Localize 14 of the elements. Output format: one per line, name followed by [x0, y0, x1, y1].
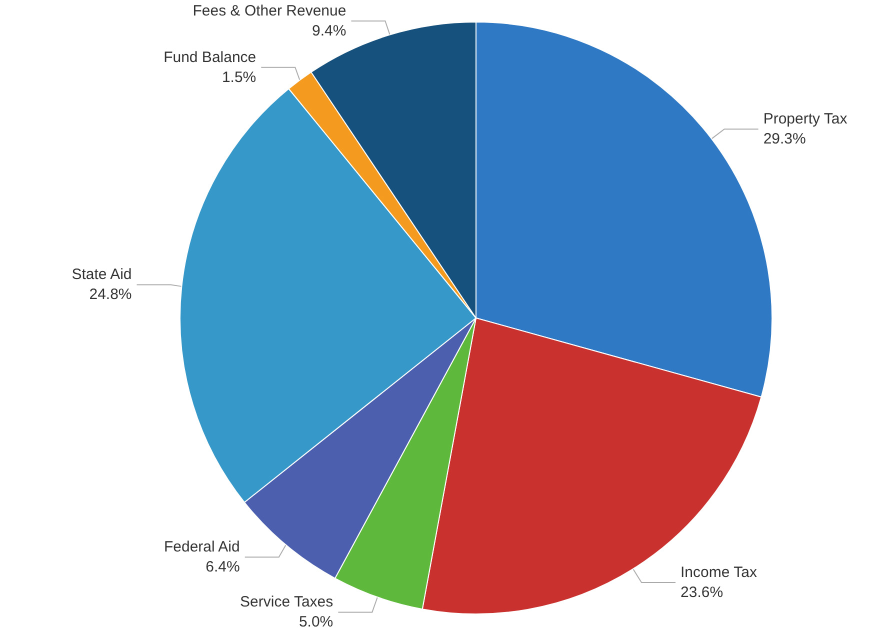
data-label: 5.0%: [298, 614, 334, 631]
data-label: 23.6%: [680, 584, 724, 601]
slice-label: Fees & Other Revenue: [192, 2, 346, 20]
slice-label: Property Tax: [763, 110, 848, 128]
data-label: 9.4%: [312, 22, 346, 40]
slice-label: Income Tax: [680, 564, 758, 581]
data-label: 24.8%: [89, 286, 132, 304]
slice-label: Service Taxes: [240, 594, 334, 611]
data-label: 1.5%: [222, 68, 256, 86]
slice-label: State Aid: [72, 266, 132, 284]
slice-label: Federal Aid: [164, 538, 240, 556]
slice-label: Fund Balance: [164, 48, 256, 66]
data-label: 6.4%: [206, 558, 240, 576]
data-label: 29.3%: [763, 130, 806, 148]
